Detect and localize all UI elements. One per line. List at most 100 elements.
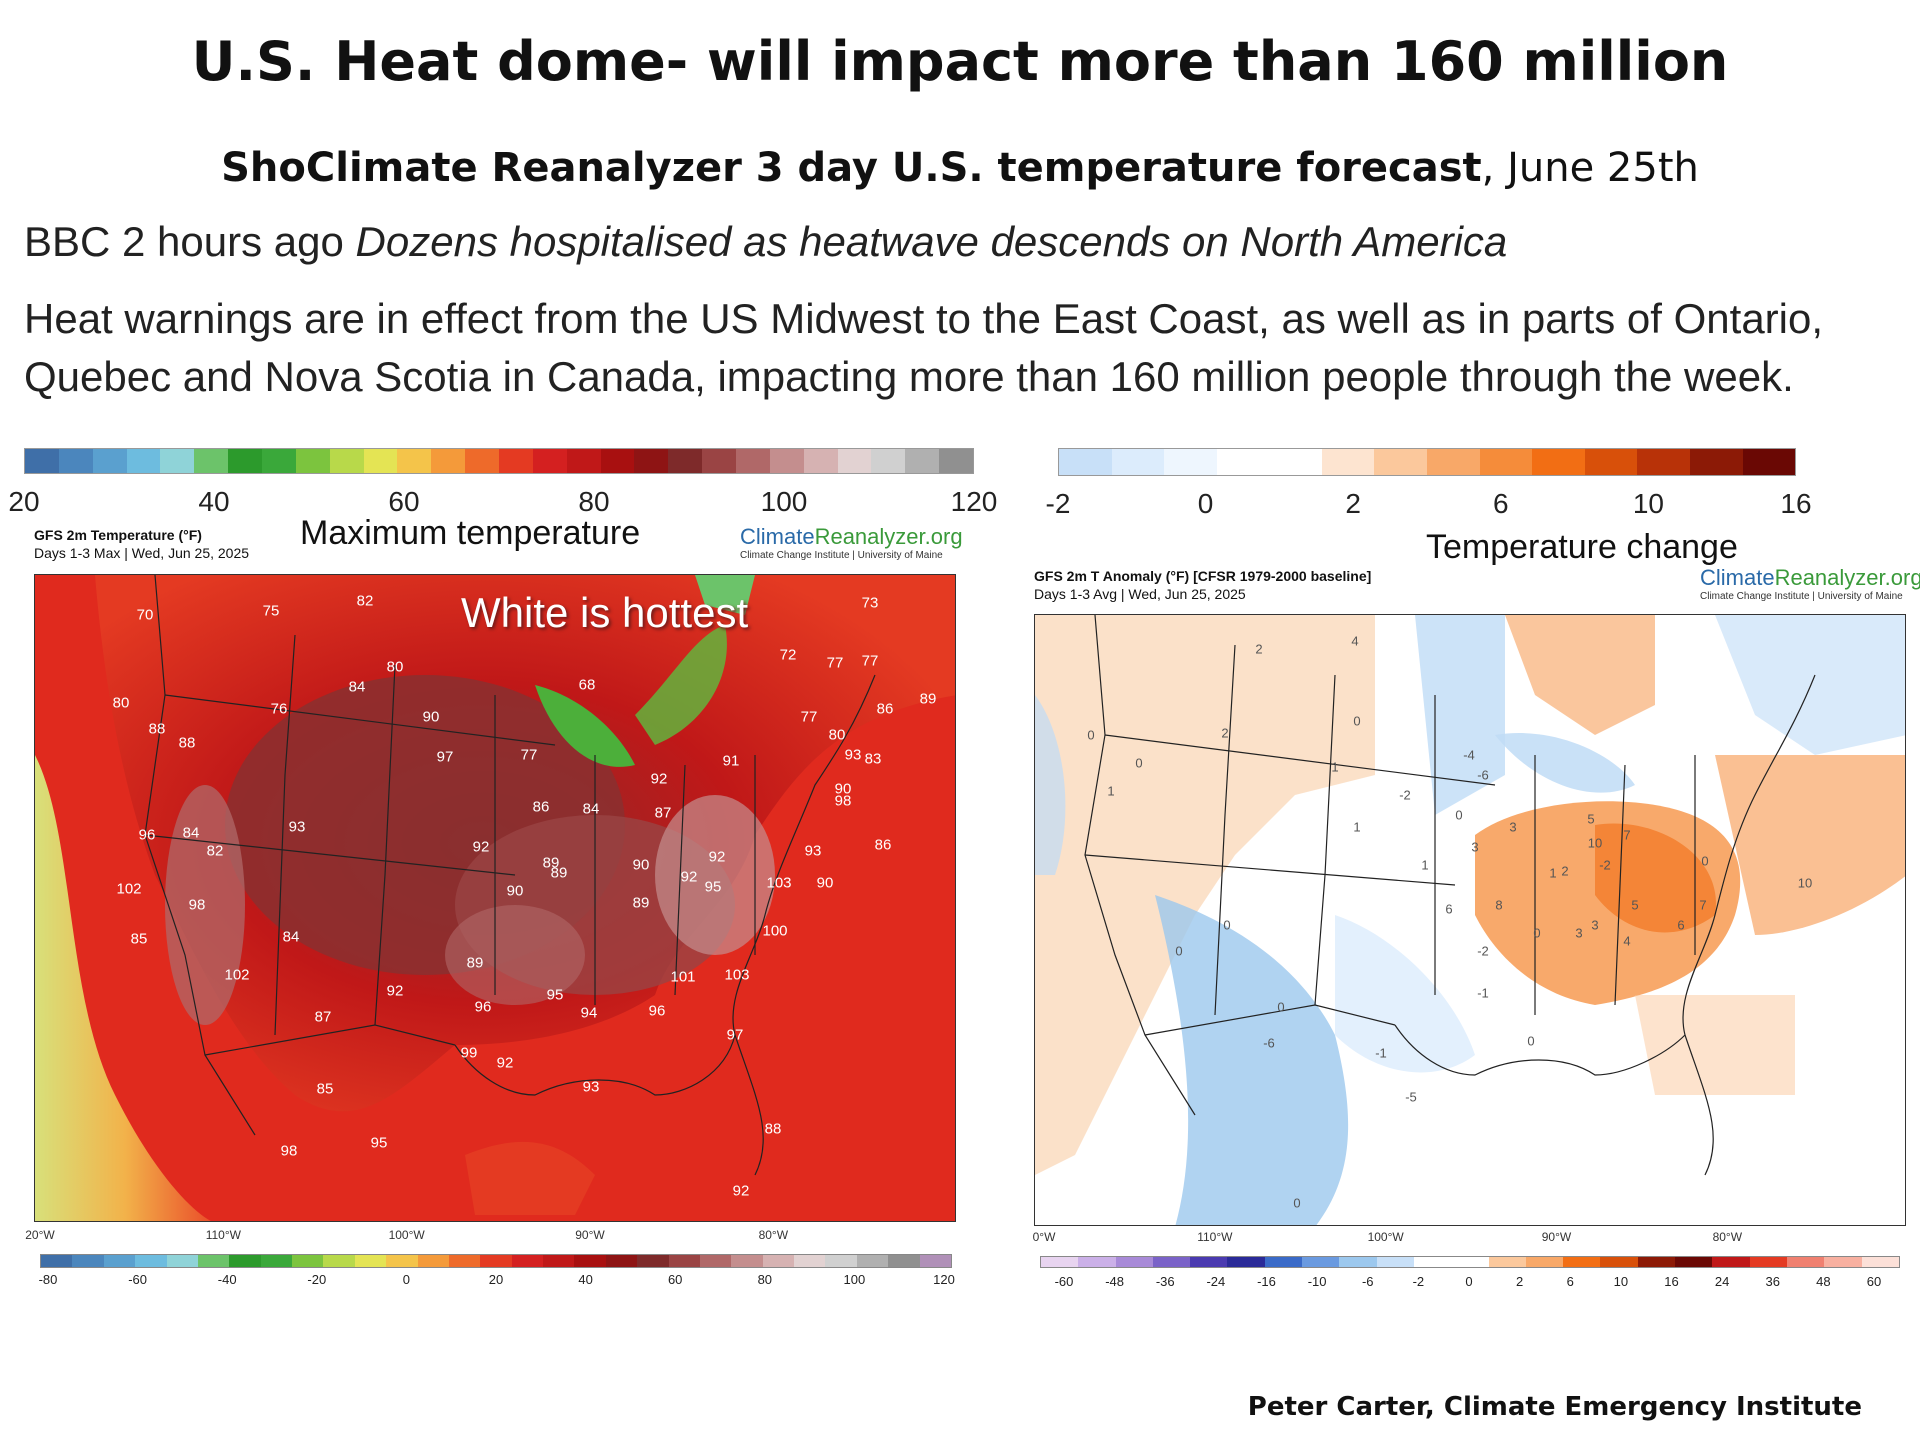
temp-change-value: 1 [1331,759,1339,775]
max-temp-bottom-tick: 60 [667,1272,683,1287]
anom-bottom-swatch [1488,1257,1526,1267]
max-temp-value: 96 [138,826,156,844]
temp-change-value: 10 [1797,875,1813,891]
max-temp-value: 77 [800,708,818,726]
anom-bottom-swatch [1786,1257,1825,1267]
temp-change-scale-tick: 0 [1197,488,1214,519]
anom-bottom-swatch [1227,1257,1265,1267]
temp-bottom-swatch [229,1255,261,1267]
max-temp-value: 85 [316,1080,334,1098]
anom-bottom-swatch [1637,1257,1676,1267]
brand-part1-right: Climate [1700,565,1775,590]
temp-scale-swatch [262,449,296,473]
max-temp-value: 98 [280,1142,298,1160]
max-temp-bottom-tick: 0 [402,1272,411,1287]
max-temp-map-header: GFS 2m Temperature (°F) Days 1-3 Max | W… [34,526,249,562]
temp-bottom-swatch [511,1255,543,1267]
anom-scale-swatch [1637,449,1690,475]
max-temp-value: 90 [834,780,852,798]
temp-scale-swatch [431,449,466,473]
temp-bottom-swatch [919,1255,951,1267]
anom-scale-swatch [1689,449,1743,475]
max-temp-value: 99 [460,1044,478,1062]
temp-bottom-swatch [794,1255,826,1267]
temp-scale-swatch [871,449,906,473]
max-temp-value: 84 [282,928,300,946]
temp-change-bottom-tick: 0 [1465,1274,1473,1289]
anom-bottom-swatch [1563,1257,1601,1267]
temp-change-bottom-tick: -10 [1307,1274,1327,1289]
temp-change-lon-label: 90°W [1541,1230,1572,1244]
temp-change-header-title: GFS 2m T Anomaly (°F) [CFSR 1979-2000 ba… [1034,568,1372,584]
temp-bottom-swatch [605,1255,638,1267]
max-temp-value: 90 [816,874,834,892]
max-temp-value: 77 [520,746,538,764]
temp-change-scale-tick: 6 [1493,488,1509,519]
max-temp-value: 96 [474,998,492,1016]
temp-bottom-swatch [260,1255,292,1267]
anom-bottom-swatch [1451,1257,1489,1267]
temp-scale-swatch [668,449,703,473]
max-temp-value: 103 [724,966,750,984]
max-temp-value: 88 [178,734,196,752]
temp-scale-swatch [329,449,364,473]
temp-change-value: -6 [1477,767,1489,783]
temp-change-scale-tick: -2 [1045,488,1071,519]
temp-scale-swatch [939,449,974,473]
temp-scale-swatch [769,449,804,473]
anom-bottom-swatch [1041,1257,1079,1267]
temp-change-value: -2 [1477,943,1489,959]
news-prefix: BBC 2 hours ago [24,218,356,265]
max-temp-lon-label: 100°W [388,1228,425,1242]
temp-scale-swatch [397,449,432,473]
temp-change-bottom-tick: -60 [1054,1274,1074,1289]
anom-scale-swatch [1111,449,1165,475]
max-temp-scale-tick: 20 [8,486,40,517]
temp-scale-swatch [499,449,533,473]
anom-bottom-swatch [1675,1257,1713,1267]
anom-scale-swatch [1742,449,1796,475]
max-temp-value: 103 [766,874,792,892]
max-temp-value: 97 [436,748,454,766]
temp-change-lon-label: 0°W [1032,1230,1056,1244]
temp-change-value: 0 [1175,943,1183,959]
temp-change-value: -4 [1463,747,1475,763]
temp-change-value: 3 [1575,925,1583,941]
temp-bottom-swatch [480,1255,512,1267]
temp-scale-swatch [160,449,195,473]
temp-change-bottom-tick: 36 [1765,1274,1780,1289]
temp-change-colorbar [1058,448,1796,476]
temp-change-scale-tick: 16 [1780,488,1812,519]
max-temp-value: 95 [370,1134,388,1152]
max-temp-value: 93 [582,1078,600,1096]
page-title: U.S. Heat dome- will impact more than 16… [191,30,1729,93]
brand-part2-right: Reanalyzer.org [1774,565,1920,590]
temp-bottom-swatch [699,1255,732,1267]
temp-change-value: 4 [1623,933,1631,949]
temp-scale-swatch [465,449,500,473]
max-temp-value: 80 [112,694,130,712]
max-temp-lon-label: 20°W [25,1228,55,1242]
anom-scale-swatch [1216,449,1270,475]
temp-change-bottom-tick: -6 [1361,1274,1374,1289]
max-temp-value: 76 [270,700,288,718]
temp-bottom-swatch [323,1255,355,1267]
temp-scale-swatch [600,449,635,473]
temp-change-bottom-tick: 24 [1714,1274,1730,1289]
anom-bottom-swatch [1339,1257,1377,1267]
temp-scale-swatch [532,449,567,473]
max-temp-value: 102 [116,880,142,898]
news-headline: Dozens hospitalised as heatwave descends… [355,218,1508,265]
max-temp-value: 90 [632,856,650,874]
anom-bottom-swatch [1302,1257,1340,1267]
anom-scale-swatch [1532,449,1585,475]
subtitle: ShoClimate Reanalyzer 3 day U.S. tempera… [0,145,1920,191]
temperature-anomaly-field [1035,615,1905,1225]
max-temp-bottom-tick: -80 [38,1272,58,1287]
max-temp-value: 88 [764,1120,782,1138]
anom-scale-swatch [1269,449,1322,475]
temp-change-bottom-tick: 2 [1516,1274,1524,1289]
temp-change-bottom-tick: 60 [1866,1274,1882,1289]
temp-change-value: 0 [1277,999,1285,1015]
anom-bottom-swatch [1600,1257,1638,1267]
